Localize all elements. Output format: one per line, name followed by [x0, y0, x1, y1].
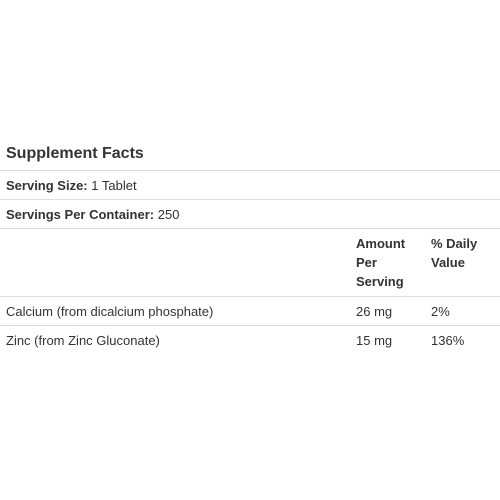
amount-header-line: Amount [356, 236, 406, 251]
daily-value-header-line: Value [431, 255, 465, 270]
serving-size-value: 1 Tablet [91, 178, 137, 193]
nutrient-row-calcium: Calcium (from dicalcium phosphate) 26 mg… [0, 296, 500, 325]
servings-per-container-label: Servings Per Container: [6, 207, 155, 222]
servings-per-container-value: 250 [157, 207, 180, 222]
nutrient-row-zinc: Zinc (from Zinc Gluconate) 15 mg 136% [0, 325, 500, 354]
amount-header-line: Serving [356, 274, 404, 289]
serving-size-row: Serving Size: 1 Tablet [0, 170, 500, 199]
nutrient-amount: 26 mg [356, 304, 393, 319]
amount-header-line: Per [356, 255, 377, 270]
panel-title: Supplement Facts [6, 145, 144, 162]
daily-value-header-line: % Daily [431, 236, 478, 251]
servings-per-container-row: Servings Per Container: 250 [0, 199, 500, 228]
nutrient-daily-value: 136% [431, 333, 465, 348]
nutrient-name: Calcium (from dicalcium phosphate) [6, 304, 214, 319]
nutrient-name: Zinc (from Zinc Gluconate) [6, 333, 160, 348]
nutrient-amount: 15 mg [356, 333, 393, 348]
supplement-facts-panel: Supplement Facts Serving Size: 1 Tablet … [0, 140, 500, 354]
serving-size-label: Serving Size: [6, 178, 88, 193]
nutrient-daily-value: 2% [431, 304, 450, 319]
column-header-row: Amount Per Serving % Daily Value [0, 228, 500, 296]
amount-per-serving-header: Amount Per Serving [356, 234, 422, 291]
daily-value-header: % Daily Value [431, 234, 491, 272]
